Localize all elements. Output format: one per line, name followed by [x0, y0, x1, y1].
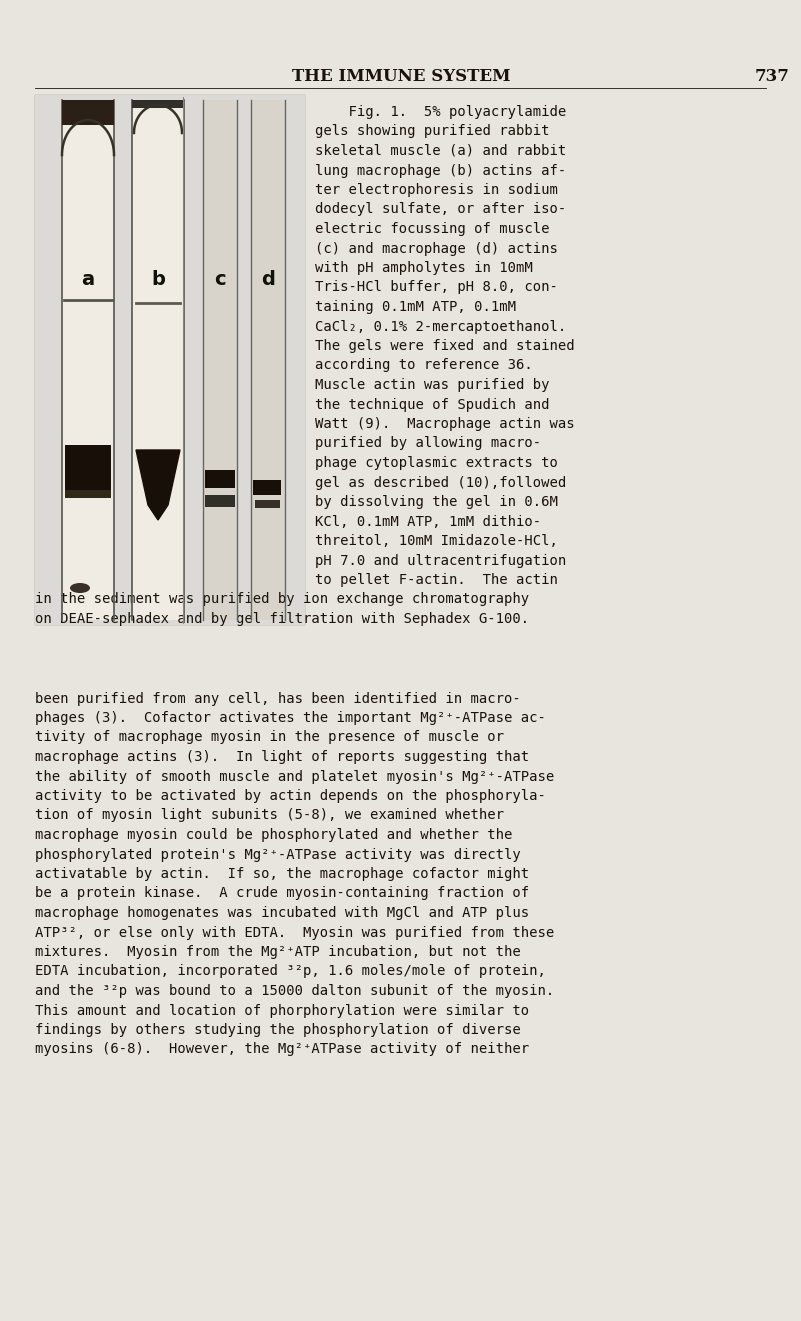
Text: with pH ampholytes in 10mM: with pH ampholytes in 10mM — [315, 262, 533, 275]
Text: CaCl₂, 0.1% 2-mercaptoethanol.: CaCl₂, 0.1% 2-mercaptoethanol. — [315, 320, 566, 333]
Text: findings by others studying the phosphorylation of diverse: findings by others studying the phosphor… — [35, 1022, 521, 1037]
Text: Fig. 1.  5% polyacrylamide: Fig. 1. 5% polyacrylamide — [315, 104, 566, 119]
Bar — [35, 95, 305, 625]
Bar — [65, 445, 111, 495]
Text: purified by allowing macro-: purified by allowing macro- — [315, 436, 541, 450]
Text: Watt (9).  Macrophage actin was: Watt (9). Macrophage actin was — [315, 417, 574, 431]
Text: 737: 737 — [755, 67, 790, 85]
Bar — [65, 490, 111, 498]
Text: in the sediment was purified by ion exchange chromatography: in the sediment was purified by ion exch… — [35, 593, 529, 606]
Bar — [35, 95, 305, 625]
Bar — [132, 100, 184, 620]
Text: gels showing purified rabbit: gels showing purified rabbit — [315, 124, 549, 139]
Text: ATP³², or else only with EDTA.  Myosin was purified from these: ATP³², or else only with EDTA. Myosin wa… — [35, 926, 554, 939]
Text: taining 0.1mM ATP, 0.1mM: taining 0.1mM ATP, 0.1mM — [315, 300, 516, 314]
Text: myosins (6-8).  However, the Mg²⁺ATPase activity of neither: myosins (6-8). However, the Mg²⁺ATPase a… — [35, 1042, 529, 1057]
Text: been purified from any cell, has been identified in macro-: been purified from any cell, has been id… — [35, 691, 521, 705]
Bar — [251, 100, 286, 620]
Bar — [205, 495, 235, 507]
Text: EDTA incubation, incorporated ³²p, 1.6 moles/mole of protein,: EDTA incubation, incorporated ³²p, 1.6 m… — [35, 964, 545, 979]
Text: phage cytoplasmic extracts to: phage cytoplasmic extracts to — [315, 456, 557, 470]
Text: lung macrophage (b) actins af-: lung macrophage (b) actins af- — [315, 164, 566, 177]
Text: by dissolving the gel in 0.6M: by dissolving the gel in 0.6M — [315, 495, 557, 509]
Text: be a protein kinase.  A crude myosin-containing fraction of: be a protein kinase. A crude myosin-cont… — [35, 886, 529, 901]
Text: skeletal muscle (a) and rabbit: skeletal muscle (a) and rabbit — [315, 144, 566, 159]
Text: b: b — [151, 269, 165, 289]
Text: macrophage homogenates was incubated with MgCl and ATP plus: macrophage homogenates was incubated wit… — [35, 906, 529, 919]
Text: Tris-HCl buffer, pH 8.0, con-: Tris-HCl buffer, pH 8.0, con- — [315, 280, 557, 295]
Text: activity to be activated by actin depends on the phosphoryla-: activity to be activated by actin depend… — [35, 789, 545, 803]
Text: electric focussing of muscle: electric focussing of muscle — [315, 222, 549, 236]
Text: gel as described (10),followed: gel as described (10),followed — [315, 476, 566, 490]
Text: macrophage actins (3).  In light of reports suggesting that: macrophage actins (3). In light of repor… — [35, 750, 529, 764]
Ellipse shape — [70, 583, 90, 593]
Text: phosphorylated protein's Mg²⁺-ATPase activity was directly: phosphorylated protein's Mg²⁺-ATPase act… — [35, 848, 521, 861]
Text: according to reference 36.: according to reference 36. — [315, 358, 533, 373]
Text: pH 7.0 and ultracentrifugation: pH 7.0 and ultracentrifugation — [315, 553, 566, 568]
Polygon shape — [136, 450, 180, 520]
Text: activatable by actin.  If so, the macrophage cofactor might: activatable by actin. If so, the macroph… — [35, 867, 529, 881]
Text: the ability of smooth muscle and platelet myosin's Mg²⁺-ATPase: the ability of smooth muscle and platele… — [35, 770, 554, 783]
Text: The gels were fixed and stained: The gels were fixed and stained — [315, 339, 574, 353]
Text: This amount and location of phorphorylation were similar to: This amount and location of phorphorylat… — [35, 1004, 529, 1017]
Text: a: a — [82, 269, 95, 289]
Bar — [253, 480, 281, 495]
Text: tivity of macrophage myosin in the presence of muscle or: tivity of macrophage myosin in the prese… — [35, 731, 504, 745]
Text: threitol, 10mM Imidazole-HCl,: threitol, 10mM Imidazole-HCl, — [315, 534, 557, 548]
Bar — [255, 501, 280, 509]
Text: and the ³²p was bound to a 15000 dalton subunit of the myosin.: and the ³²p was bound to a 15000 dalton … — [35, 984, 554, 997]
Text: dodecyl sulfate, or after iso-: dodecyl sulfate, or after iso- — [315, 202, 566, 217]
Text: THE IMMUNE SYSTEM: THE IMMUNE SYSTEM — [292, 67, 510, 85]
Text: tion of myosin light subunits (5-8), we examined whether: tion of myosin light subunits (5-8), we … — [35, 808, 504, 823]
Text: ter electrophoresis in sodium: ter electrophoresis in sodium — [315, 184, 557, 197]
Bar — [62, 100, 114, 125]
Text: on DEAE-sephadex and by gel filtration with Sephadex G-100.: on DEAE-sephadex and by gel filtration w… — [35, 612, 529, 626]
Text: mixtures.  Myosin from the Mg²⁺ATP incubation, but not the: mixtures. Myosin from the Mg²⁺ATP incuba… — [35, 945, 521, 959]
Text: phages (3).  Cofactor activates the important Mg²⁺-ATPase ac-: phages (3). Cofactor activates the impor… — [35, 711, 545, 725]
Bar — [62, 100, 114, 620]
Text: KCl, 0.1mM ATP, 1mM dithio-: KCl, 0.1mM ATP, 1mM dithio- — [315, 514, 541, 528]
Text: d: d — [261, 269, 275, 289]
Bar — [132, 100, 184, 108]
Text: c: c — [214, 269, 226, 289]
Bar — [205, 470, 235, 487]
Bar — [203, 100, 238, 620]
Text: the technique of Spudich and: the technique of Spudich and — [315, 398, 549, 412]
Text: Muscle actin was purified by: Muscle actin was purified by — [315, 378, 549, 392]
Text: to pellet F-actin.  The actin: to pellet F-actin. The actin — [315, 573, 557, 587]
Text: (c) and macrophage (d) actins: (c) and macrophage (d) actins — [315, 242, 557, 255]
Text: macrophage myosin could be phosphorylated and whether the: macrophage myosin could be phosphorylate… — [35, 828, 513, 841]
